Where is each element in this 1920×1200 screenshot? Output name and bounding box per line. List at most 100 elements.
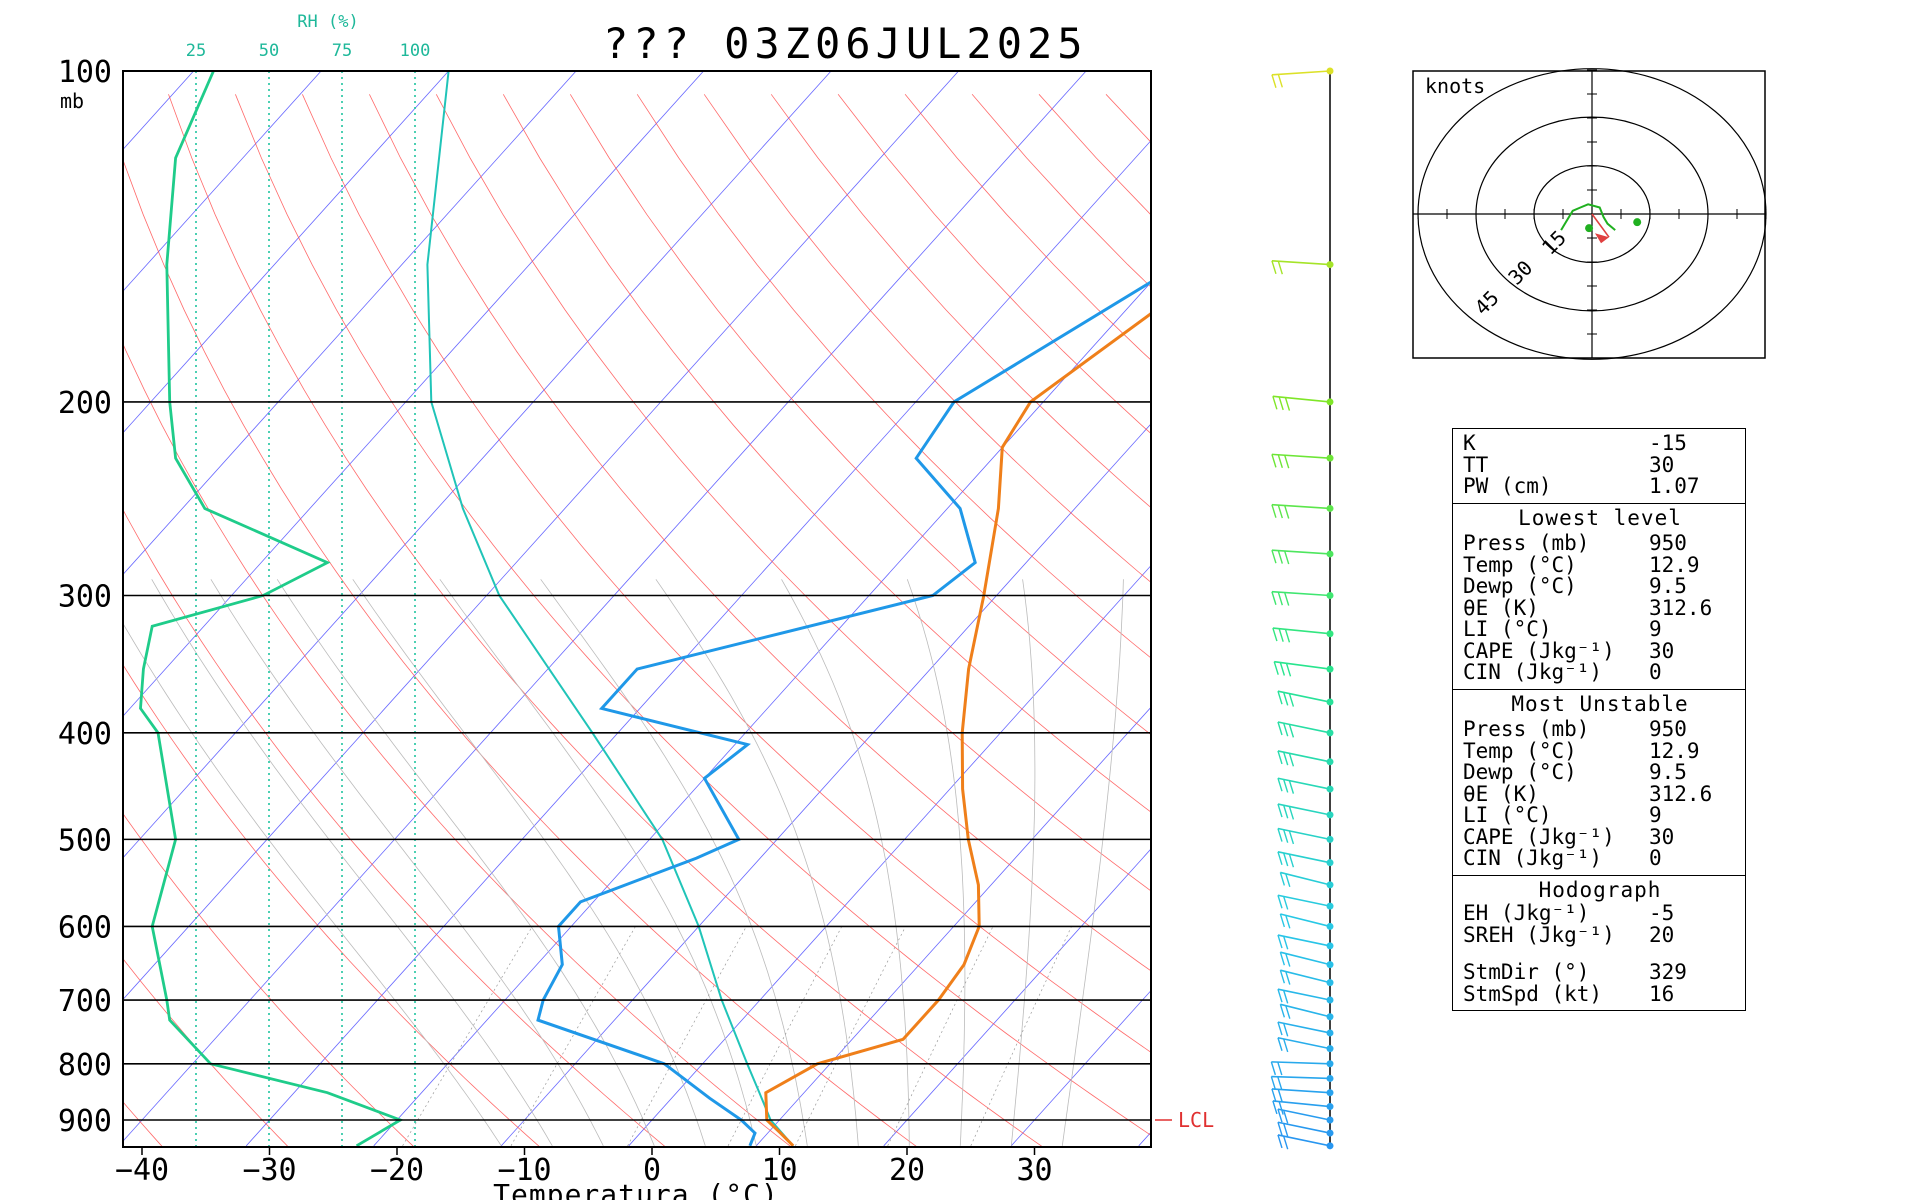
lowest-level-section: Lowest level Press (mb) 950 Temp (°C) 12.9 D…	[1453, 502, 1745, 689]
wind-barbs	[1270, 67, 1334, 1150]
index-row: TT 30	[1463, 454, 1737, 477]
wind-barb-feather	[1288, 780, 1295, 794]
index-value: 950	[1649, 531, 1687, 555]
index-value: -5	[1649, 901, 1675, 925]
wind-barb-feather	[1288, 753, 1295, 767]
index-label: K	[1463, 431, 1476, 455]
wind-barb-feather	[1284, 629, 1291, 643]
wind-barb-feather	[1283, 1038, 1289, 1053]
wind-barb-feather	[1270, 1061, 1277, 1076]
mixing-ratio-line	[887, 926, 994, 1146]
wind-barb-feather	[1277, 1021, 1283, 1036]
wind-barb-shaft	[1280, 1003, 1331, 1018]
wind-barb-point	[1326, 881, 1334, 889]
moist-adiabat-line	[1061, 579, 1124, 1146]
wind-barb-shaft	[1280, 951, 1331, 966]
wind-barb-feather	[1285, 663, 1292, 677]
rh-tick-label: 75	[332, 41, 352, 61]
temperature-tick-label: −10	[497, 1153, 551, 1188]
index-value: 12.9	[1649, 738, 1700, 763]
index-value: 1.07	[1649, 474, 1700, 498]
temperature-axis: −40 −30 −20 −10 0 10 20 30	[115, 1147, 1053, 1188]
isotherm-line	[123, 71, 832, 859]
index-label: CAPE (Jkg⁻¹)	[1463, 638, 1615, 663]
index-value: 9.5	[1649, 574, 1687, 598]
wind-barb-shaft	[1271, 590, 1331, 597]
wind-barb-feather	[1277, 74, 1283, 88]
wind-barb-feather	[1283, 751, 1289, 766]
sounding-indices-table: K -15 TT 30 PW (cm) 1.07 Lowest level Press (…	[1452, 428, 1746, 1011]
section-title: Most Unstable	[1511, 691, 1689, 716]
wind-barb-shaft	[1280, 913, 1331, 928]
wind-barb-feather	[1277, 988, 1283, 1003]
dry-adiabat-line	[235, 94, 1151, 1136]
isotherm-line	[123, 71, 322, 292]
wind-barb-shaft	[1271, 1088, 1331, 1094]
wind-barb-feather	[1277, 1134, 1283, 1149]
wind-barb-point	[1326, 902, 1334, 910]
wind-barb-point	[1326, 398, 1334, 406]
wind-barb-feather	[1283, 1110, 1289, 1124]
wind-barb-feather	[1288, 693, 1295, 707]
wind-barb-feather	[1271, 504, 1277, 518]
moist-adiabat-line	[439, 579, 757, 1146]
wind-barb-feather	[1277, 1122, 1283, 1136]
index-label: LI (°C)	[1463, 803, 1552, 827]
index-value: 9	[1649, 803, 1662, 827]
index-row: LI (°C) 9	[1463, 618, 1737, 641]
wind-barb-shaft	[1277, 721, 1331, 734]
wind-barb-point	[1326, 1060, 1334, 1068]
storm-motion-vector	[1591, 213, 1610, 238]
dry-adiabat-line	[123, 664, 541, 1147]
dry-adiabat-line	[168, 94, 1044, 1147]
dry-adiabat-line	[123, 508, 667, 1147]
isotherm-line	[628, 564, 1151, 1147]
temperature-tick-label: 0	[643, 1153, 661, 1188]
wind-barb-feather	[1283, 1123, 1289, 1137]
chart-title: ??? 03Z06JUL2025	[603, 19, 1088, 68]
wind-barb-point	[1326, 922, 1334, 930]
relative-humidity-profile	[139, 71, 404, 1147]
wind-barb-feather	[1288, 854, 1295, 868]
wind-barb-feather	[1288, 806, 1295, 820]
temperature-tick-label: −30	[242, 1153, 296, 1188]
wind-barb-shaft	[1272, 627, 1331, 635]
wind-barb-shaft	[1277, 1121, 1331, 1134]
wind-barb-point	[1326, 550, 1334, 558]
wind-barb-point	[1326, 1116, 1334, 1124]
dry-adiabat-line	[502, 94, 1151, 813]
wind-barb-shaft	[1271, 1075, 1331, 1080]
index-label: EH (Jkg⁻¹)	[1463, 901, 1590, 925]
index-value: 16	[1649, 981, 1675, 1006]
dry-adiabat-line	[123, 343, 792, 1147]
wind-barb-point	[1326, 835, 1334, 843]
dry-adiabat-line	[302, 94, 1151, 1053]
wind-barb-shaft	[1277, 777, 1331, 790]
wind-barb-feather	[1271, 591, 1277, 605]
wind-barb-feather	[1285, 873, 1291, 888]
wind-barb-feather	[1277, 261, 1283, 275]
wind-barb-point	[1326, 592, 1334, 599]
dry-adiabat-line	[435, 94, 1151, 892]
wind-barb-shaft	[1277, 988, 1331, 1001]
dry-adiabat-line	[123, 958, 289, 1147]
index-value: 30	[1649, 638, 1675, 663]
moist-adiabat-line	[276, 579, 655, 1146]
index-value: 20	[1649, 922, 1675, 947]
wind-barb-feather	[1279, 872, 1286, 886]
wind-barb-feather	[1284, 397, 1291, 411]
wind-barb-point	[1326, 698, 1334, 706]
rh-tick-label: 50	[259, 41, 279, 61]
wind-barb-feather	[1270, 1076, 1277, 1090]
wind-barb-feather	[1277, 750, 1283, 765]
wind-barb-point	[1326, 1074, 1334, 1082]
dewpoint-profile	[536, 280, 1151, 1147]
isotherm-line	[123, 71, 959, 1001]
pressure-tick-label: 800	[58, 1048, 112, 1083]
wind-barb-shaft	[1274, 660, 1331, 670]
wind-barb-feather	[1283, 896, 1289, 910]
wind-barb-feather	[1285, 1005, 1291, 1019]
wind-barb-point	[1326, 67, 1334, 75]
